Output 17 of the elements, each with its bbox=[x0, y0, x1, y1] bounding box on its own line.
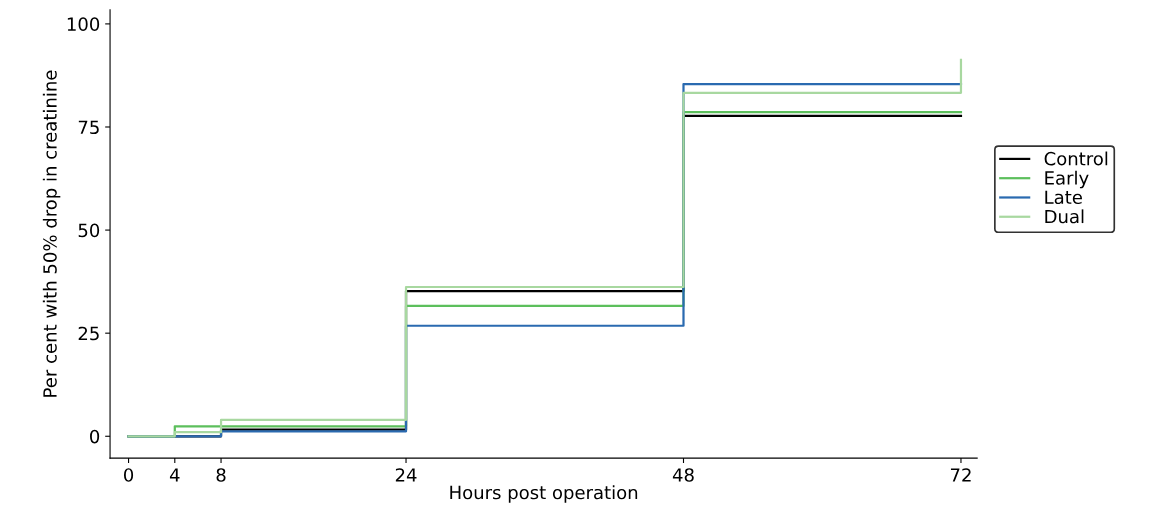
y-tick-label: 75 bbox=[78, 120, 99, 135]
y-tick-label: 0 bbox=[90, 429, 100, 444]
legend-label: Control bbox=[1044, 151, 1108, 166]
x-tick-label: 48 bbox=[672, 468, 694, 482]
y-tick-label: 100 bbox=[67, 17, 100, 32]
legend-label: Early bbox=[1045, 170, 1089, 189]
x-tick-label: 72 bbox=[950, 468, 971, 482]
x-axis-title: Hours post operation bbox=[450, 485, 638, 503]
x-tick-label: 8 bbox=[216, 468, 226, 482]
x-tick-label: 0 bbox=[124, 468, 134, 482]
legend-label: Late bbox=[1045, 190, 1082, 205]
y-axis-title: Per cent with 50% drop in creatinine bbox=[42, 70, 61, 397]
y-tick-label: 25 bbox=[78, 326, 99, 341]
x-tick-label: 4 bbox=[169, 468, 180, 482]
x-tick-label: 24 bbox=[395, 468, 417, 482]
y-tick-label: 50 bbox=[78, 223, 100, 238]
legend-label: Dual bbox=[1045, 209, 1084, 224]
